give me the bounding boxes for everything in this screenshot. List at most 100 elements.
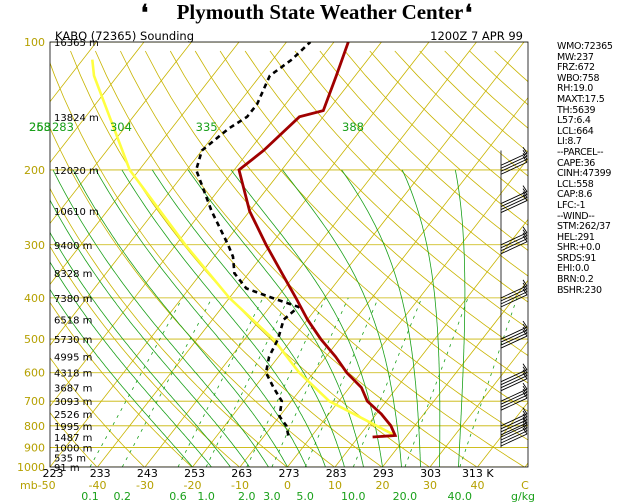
pressure-label: 100 [24,36,45,49]
wind-barb-flag [522,369,528,376]
moist-adiabat [50,261,212,467]
wind-barb-flag [522,320,528,328]
wind-barb-shaft [500,326,528,340]
stat-line: LCL:664 [557,125,594,137]
mixing-ratio-label: 2.0 [238,490,256,503]
wind-barb-shaft [500,422,528,436]
wind-barb-icon [500,320,528,349]
parcel-trace [91,59,396,437]
dry-adiabat [319,50,528,251]
wind-barb-flag [522,407,528,415]
wind-barb-shaft [500,394,528,408]
celsius-label: -10 [231,479,249,492]
height-label: 1000 m [54,444,92,455]
moist-adiabat [72,169,288,467]
wind-barb-shaft [500,161,528,175]
stat-line: WMO:72365 [557,41,613,52]
moist-adiabat [121,169,326,467]
celsius-label: C [521,479,529,492]
stat-line: BRN:0.2 [557,274,594,286]
theta-e-label: 335 [196,120,218,134]
mixing-ratio-label: 20.0 [393,490,418,503]
celsius-label: 0 [284,479,291,492]
wind-barb-shaft [500,378,528,392]
wind-barb-shaft [500,416,528,430]
wind-barb-icon [500,363,528,392]
isotherm [50,42,382,467]
wind-barb-shaft [500,291,528,305]
wind-barb-shaft [500,158,528,172]
kelvin-label: 293 [373,467,394,480]
plot-frame [49,41,529,468]
wind-barb-icon [500,147,528,175]
isotherm [50,42,287,346]
wind-barb-icon [500,226,528,255]
stat-line: CAP:8.6 [557,189,593,201]
wind-barb-flag [522,323,528,331]
stat-line: WBO:758 [557,72,600,84]
celsius-label: 30 [423,479,437,492]
dry-adiabat [144,50,528,441]
dewpoint-trace [194,42,312,436]
stat-line: MW:237 [557,51,594,63]
wind-barb-shaft [500,424,528,438]
kelvin-label: 303 [420,467,441,480]
celsius-label: 10 [328,479,342,492]
mixing-ratio-unit: g/kg [511,490,535,503]
wind-barb-flag [522,385,528,393]
celsius-label: -20 [184,479,202,492]
pressure-label: 200 [24,164,45,177]
mixing-ratio-label: 3.0 [263,490,281,503]
mixing-ratio-label: 40.0 [448,490,473,503]
stat-line: EHI:0.0 [557,263,590,275]
wind-barb-flag [522,156,528,163]
height-label: 3093 m [54,397,92,408]
celsius-label: -40 [89,479,107,492]
stat-line: --WIND-- [557,210,595,222]
theta-e-label: 304 [110,120,132,134]
pressure-label: 900 [24,442,45,455]
stat-line: LFC:-1 [557,199,586,211]
wind-barb-flag [522,372,528,379]
isotherm [429,340,528,467]
dry-adiabat [120,50,526,467]
wind-barb-shaft [500,413,528,427]
flag-left-icon: ❛ [141,0,149,25]
station-title: KABQ (72365) Sounding [55,29,194,43]
wind-barb-flag [522,382,528,390]
isotherm [382,279,528,467]
isotherm [50,42,335,407]
wind-barb-flag [522,147,528,154]
wind-barb-flag [522,410,528,418]
wind-barb-shaft [500,332,528,346]
wind-barb-flag [522,285,528,293]
mixing-ratio-line [352,297,423,467]
moist-adiabat [282,169,402,467]
stat-line: RH:19.0 [557,83,593,95]
wind-barb-flag [522,413,528,421]
wind-barb-shaft [500,397,528,411]
stat-line: MAXT:17.5 [557,93,605,105]
dry-adiabat [50,301,193,467]
stat-line: BSHR:230 [557,284,602,296]
dry-adiabat [50,61,383,467]
wind-barb-shaft [500,388,528,402]
wind-barb-flag [522,235,528,243]
stat-line: FRZ:672 [557,62,595,74]
mixing-ratio-line [121,297,213,467]
height-label: 2526 m [54,410,92,421]
stat-line: SHR:+0.0 [557,242,601,254]
dry-adiabat [50,412,98,467]
celsius-label: -30 [136,479,154,492]
stat-line: HEL:291 [557,231,595,243]
wind-barb-shaft [500,152,528,166]
isotherm [97,42,430,467]
stat-line: LI:8.7 [557,136,582,148]
wind-barb-flag [522,226,528,234]
wind-barb-shaft [500,238,528,252]
wind-barb-flag [522,391,528,399]
wind-barb-shaft [500,288,528,302]
height-label: 1995 m [54,422,92,433]
dry-adiabat [50,127,335,467]
